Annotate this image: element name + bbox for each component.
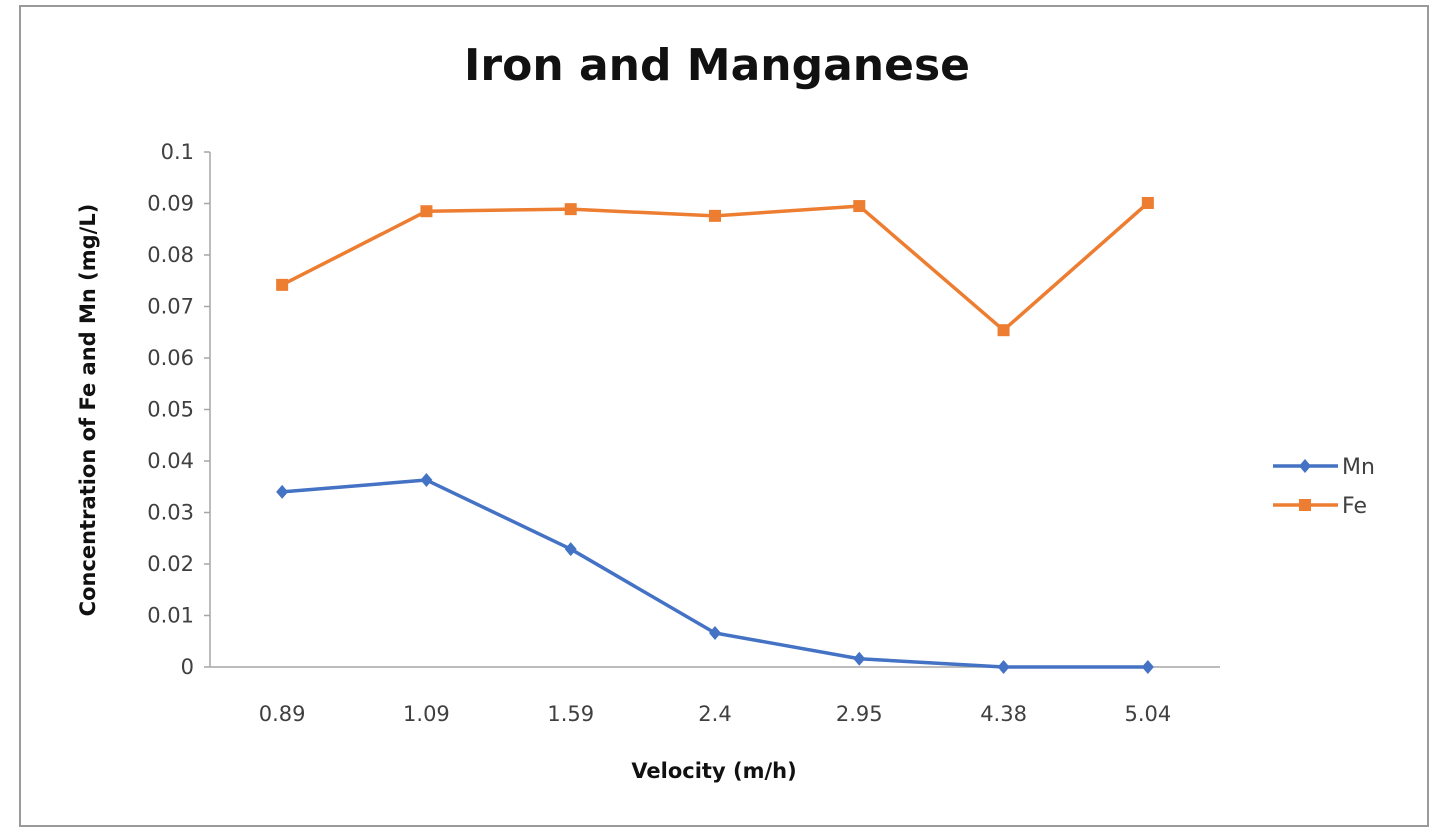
y-tick-label: 0.05 [147,398,194,422]
x-tick-label: 2.4 [698,702,731,726]
x-axis: 0.89 1.09 1.59 2.4 2.95 4.38 5.04 [210,666,1220,726]
legend-marker [1299,459,1311,473]
legend: Mn Fe [1273,455,1375,519]
data-point [564,542,577,557]
data-point [997,324,1010,337]
data-point [709,209,721,222]
data-point [564,203,577,216]
y-tick-label: 0.08 [147,243,194,267]
data-point [1141,196,1154,209]
x-tick-label: 1.09 [403,702,450,726]
data-point [276,278,289,291]
y-axis: 0 0.01 0.02 0.03 0.04 0.05 0.06 0.07 0.08 0.09 0.1 [147,140,211,679]
chart-frame [19,5,1429,827]
series-fe [276,196,1154,337]
data-point [420,205,433,218]
series-mn [276,473,1154,674]
legend-marker [1299,499,1311,511]
data-point [709,626,721,641]
y-tick-label: 0.01 [147,604,194,628]
y-tick-label: 0.09 [147,192,194,216]
y-axis-title: Concentration of Fe and Mn (mg/L) [76,204,100,617]
series-layer [276,196,1154,674]
data-point [420,473,433,488]
legend-item-fe: Fe [1273,494,1367,519]
legend-label: Fe [1342,494,1367,519]
data-point [276,484,289,499]
data-point [853,651,866,666]
x-tick-label: 1.59 [547,702,594,726]
y-tick-label: 0.06 [147,346,194,370]
x-tick-label: 2.95 [836,702,883,726]
chart-title: Iron and Manganese [464,40,970,91]
x-tick-label: 5.04 [1124,702,1171,726]
y-tick-label: 0.1 [161,140,194,164]
data-point [997,660,1010,674]
y-tick-label: 0.07 [147,295,194,319]
y-tick-label: 0 [181,655,194,679]
data-point [853,200,866,213]
x-tick-label: 4.38 [980,702,1027,726]
x-tick-label: 0.89 [259,702,306,726]
series-line [281,201,1150,332]
data-point [1141,660,1154,674]
y-tick-label: 0.04 [147,449,194,473]
legend-label: Mn [1342,455,1375,480]
y-tick-label: 0.03 [147,501,194,525]
x-axis-title: Velocity (m/h) [631,759,796,783]
legend-item-mn: Mn [1273,455,1375,480]
y-tick-label: 0.02 [147,552,194,576]
